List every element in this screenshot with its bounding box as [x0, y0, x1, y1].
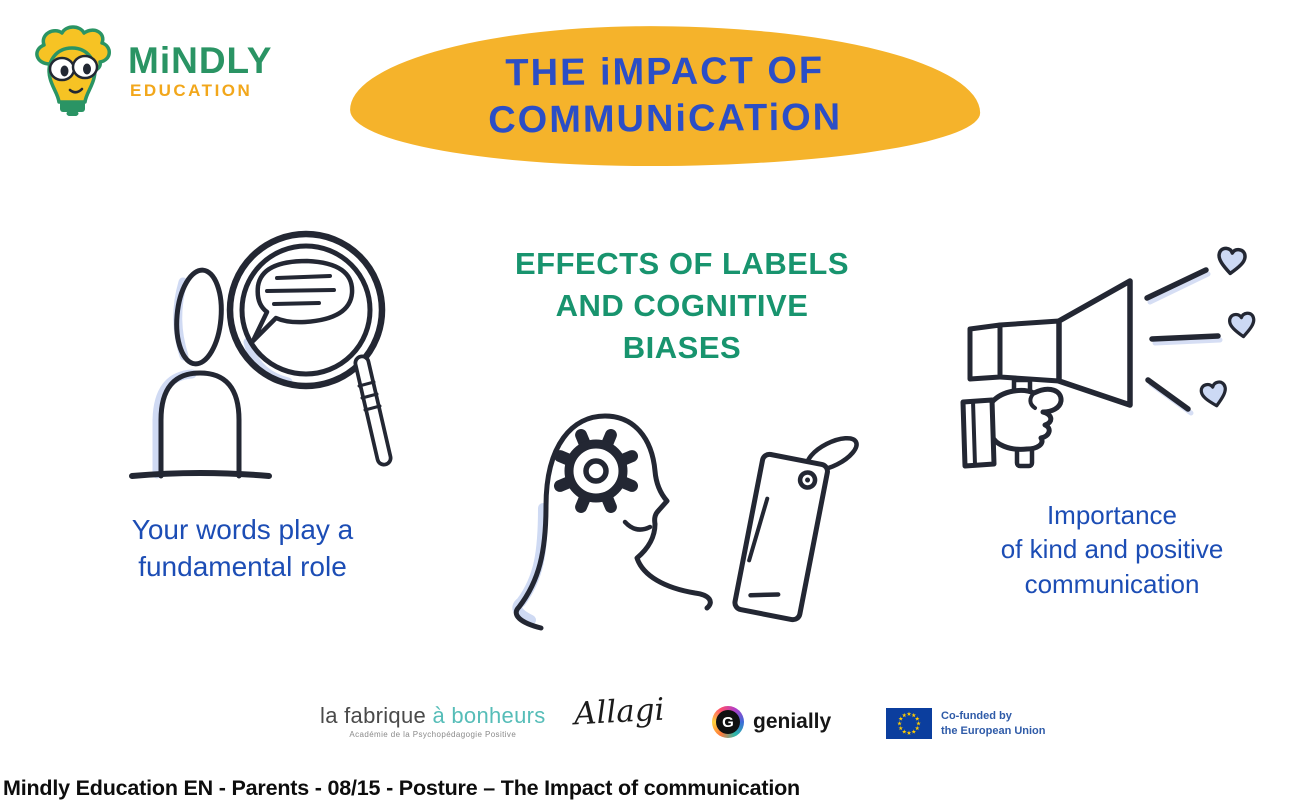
- right-caption-line1: Importance: [1046, 500, 1178, 530]
- left-caption: Your words play a fundamental role: [75, 512, 410, 586]
- partner-logo-eu: Co-funded by the European Union: [886, 708, 1046, 739]
- partner-logo-genially: G genially: [712, 706, 831, 738]
- genially-icon: G: [712, 706, 744, 738]
- genially-name: genially: [753, 710, 832, 733]
- eu-text-line2: the European Union: [941, 724, 1046, 737]
- brand-name: MiNDLY: [128, 39, 273, 81]
- eu-flag-icon: [886, 708, 932, 739]
- center-heading-line2: AND COGNITIVE: [555, 287, 809, 323]
- right-caption: Importance of kind and positive communic…: [952, 498, 1272, 601]
- mindly-logo: MiNDLY EDUCATION: [26, 24, 272, 116]
- video-title: Mindly Education EN - Parents - 08/15 - …: [3, 776, 800, 800]
- page-title-line2: COMMUNiCATiON: [488, 96, 843, 142]
- fabrique-name-suffix: à bonheurs: [432, 703, 546, 728]
- partner-logo-allagi: Allagi: [573, 691, 666, 733]
- megaphone-hearts-illustration: [935, 232, 1260, 477]
- right-caption-line3: communication: [1024, 568, 1200, 599]
- person-magnifier-illustration: [62, 224, 407, 492]
- mindly-mascot-icon: [26, 24, 118, 116]
- brand-tagline: EDUCATION: [130, 80, 253, 100]
- head-gear-tag-illustration: [483, 382, 880, 640]
- partner-logo-fabrique: la fabrique à bonheurs Académie de la Ps…: [320, 703, 546, 739]
- video-caption-bar: Mindly Education EN - Parents - 08/15 - …: [0, 770, 1290, 810]
- eu-text-line1: Co-funded by: [941, 710, 1012, 723]
- center-heading-line3: BIASES: [622, 329, 742, 365]
- left-caption-line1: Your words play a: [131, 514, 354, 545]
- center-heading-line1: EFFECTS OF LABELS: [515, 246, 849, 281]
- right-caption-line2: of kind and positive: [1000, 534, 1224, 565]
- fabrique-name-prefix: la fabrique: [320, 703, 433, 728]
- title-banner: THE iMPACT OF COMMUNiCATiON: [349, 23, 981, 169]
- left-caption-line2: fundamental role: [138, 550, 347, 582]
- center-heading: EFFECTS OF LABELS AND COGNITIVE BIASES: [478, 243, 886, 369]
- page-title-line1: THE iMPACT OF: [505, 49, 825, 94]
- fabrique-subtitle: Académie de la Psychopédagogie Positive: [349, 730, 517, 740]
- genially-icon-letter: G: [716, 710, 740, 734]
